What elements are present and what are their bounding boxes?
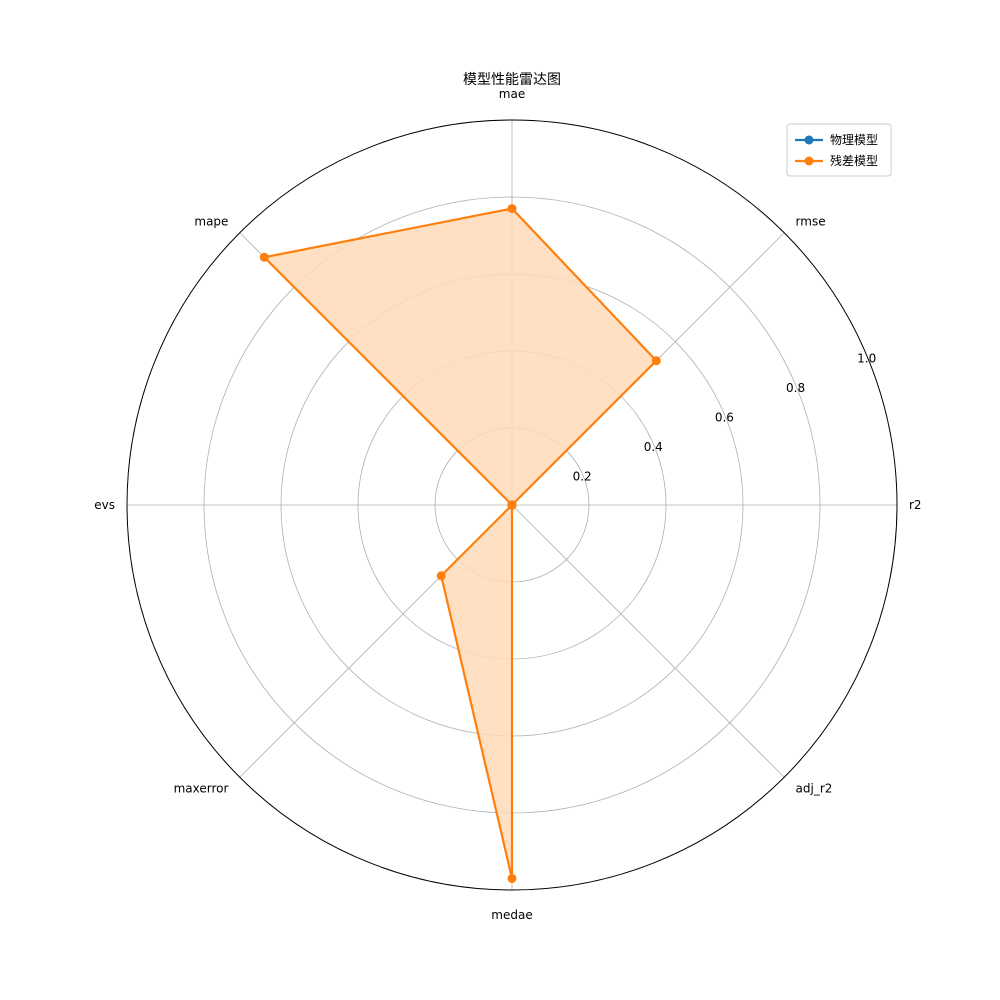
axis-label-evs: evs bbox=[94, 498, 115, 512]
radial-tick-label: 0.4 bbox=[644, 440, 663, 454]
data-point bbox=[507, 204, 517, 214]
legend-box bbox=[786, 123, 892, 177]
axis-spoke bbox=[511, 504, 785, 778]
data-point bbox=[259, 252, 269, 262]
axis-label-r2: r2 bbox=[909, 498, 922, 512]
legend-label-1: 残差模型 bbox=[830, 154, 878, 168]
axis-label-maxerror: maxerror bbox=[174, 782, 229, 796]
axis-label-mape: mape bbox=[194, 214, 228, 228]
series-line-1 bbox=[263, 207, 658, 880]
data-point bbox=[507, 873, 517, 883]
fill-layer bbox=[264, 208, 657, 879]
radial-tick-label: 0.8 bbox=[786, 381, 805, 395]
axis-label-mae: mae bbox=[499, 87, 525, 101]
radial-tick-label: 1.0 bbox=[857, 352, 876, 366]
legend-label-0: 物理模型 bbox=[830, 133, 878, 147]
data-point bbox=[436, 571, 446, 581]
legend-marker-1 bbox=[804, 156, 814, 166]
label-layer: 0.2 0.4 0.6 0.8 1.0 r2 rmse mae mape evs maxerror m… bbox=[94, 87, 921, 922]
axis-label-medae: medae bbox=[491, 908, 532, 922]
polar-frame bbox=[126, 119, 898, 891]
legend-marker-0 bbox=[804, 135, 814, 145]
axis-label-rmse: rmse bbox=[796, 214, 826, 228]
chart-title: 模型性能雷达图 bbox=[463, 72, 561, 88]
radial-tick-label: 0.2 bbox=[573, 470, 592, 484]
data-point bbox=[507, 500, 517, 510]
axis-label-adj_r2: adj_r2 bbox=[796, 782, 833, 796]
data-point bbox=[651, 356, 661, 366]
radial-tick-label: 0.6 bbox=[715, 411, 734, 425]
series-fill-1 bbox=[264, 208, 657, 879]
series-layer bbox=[259, 204, 661, 883]
